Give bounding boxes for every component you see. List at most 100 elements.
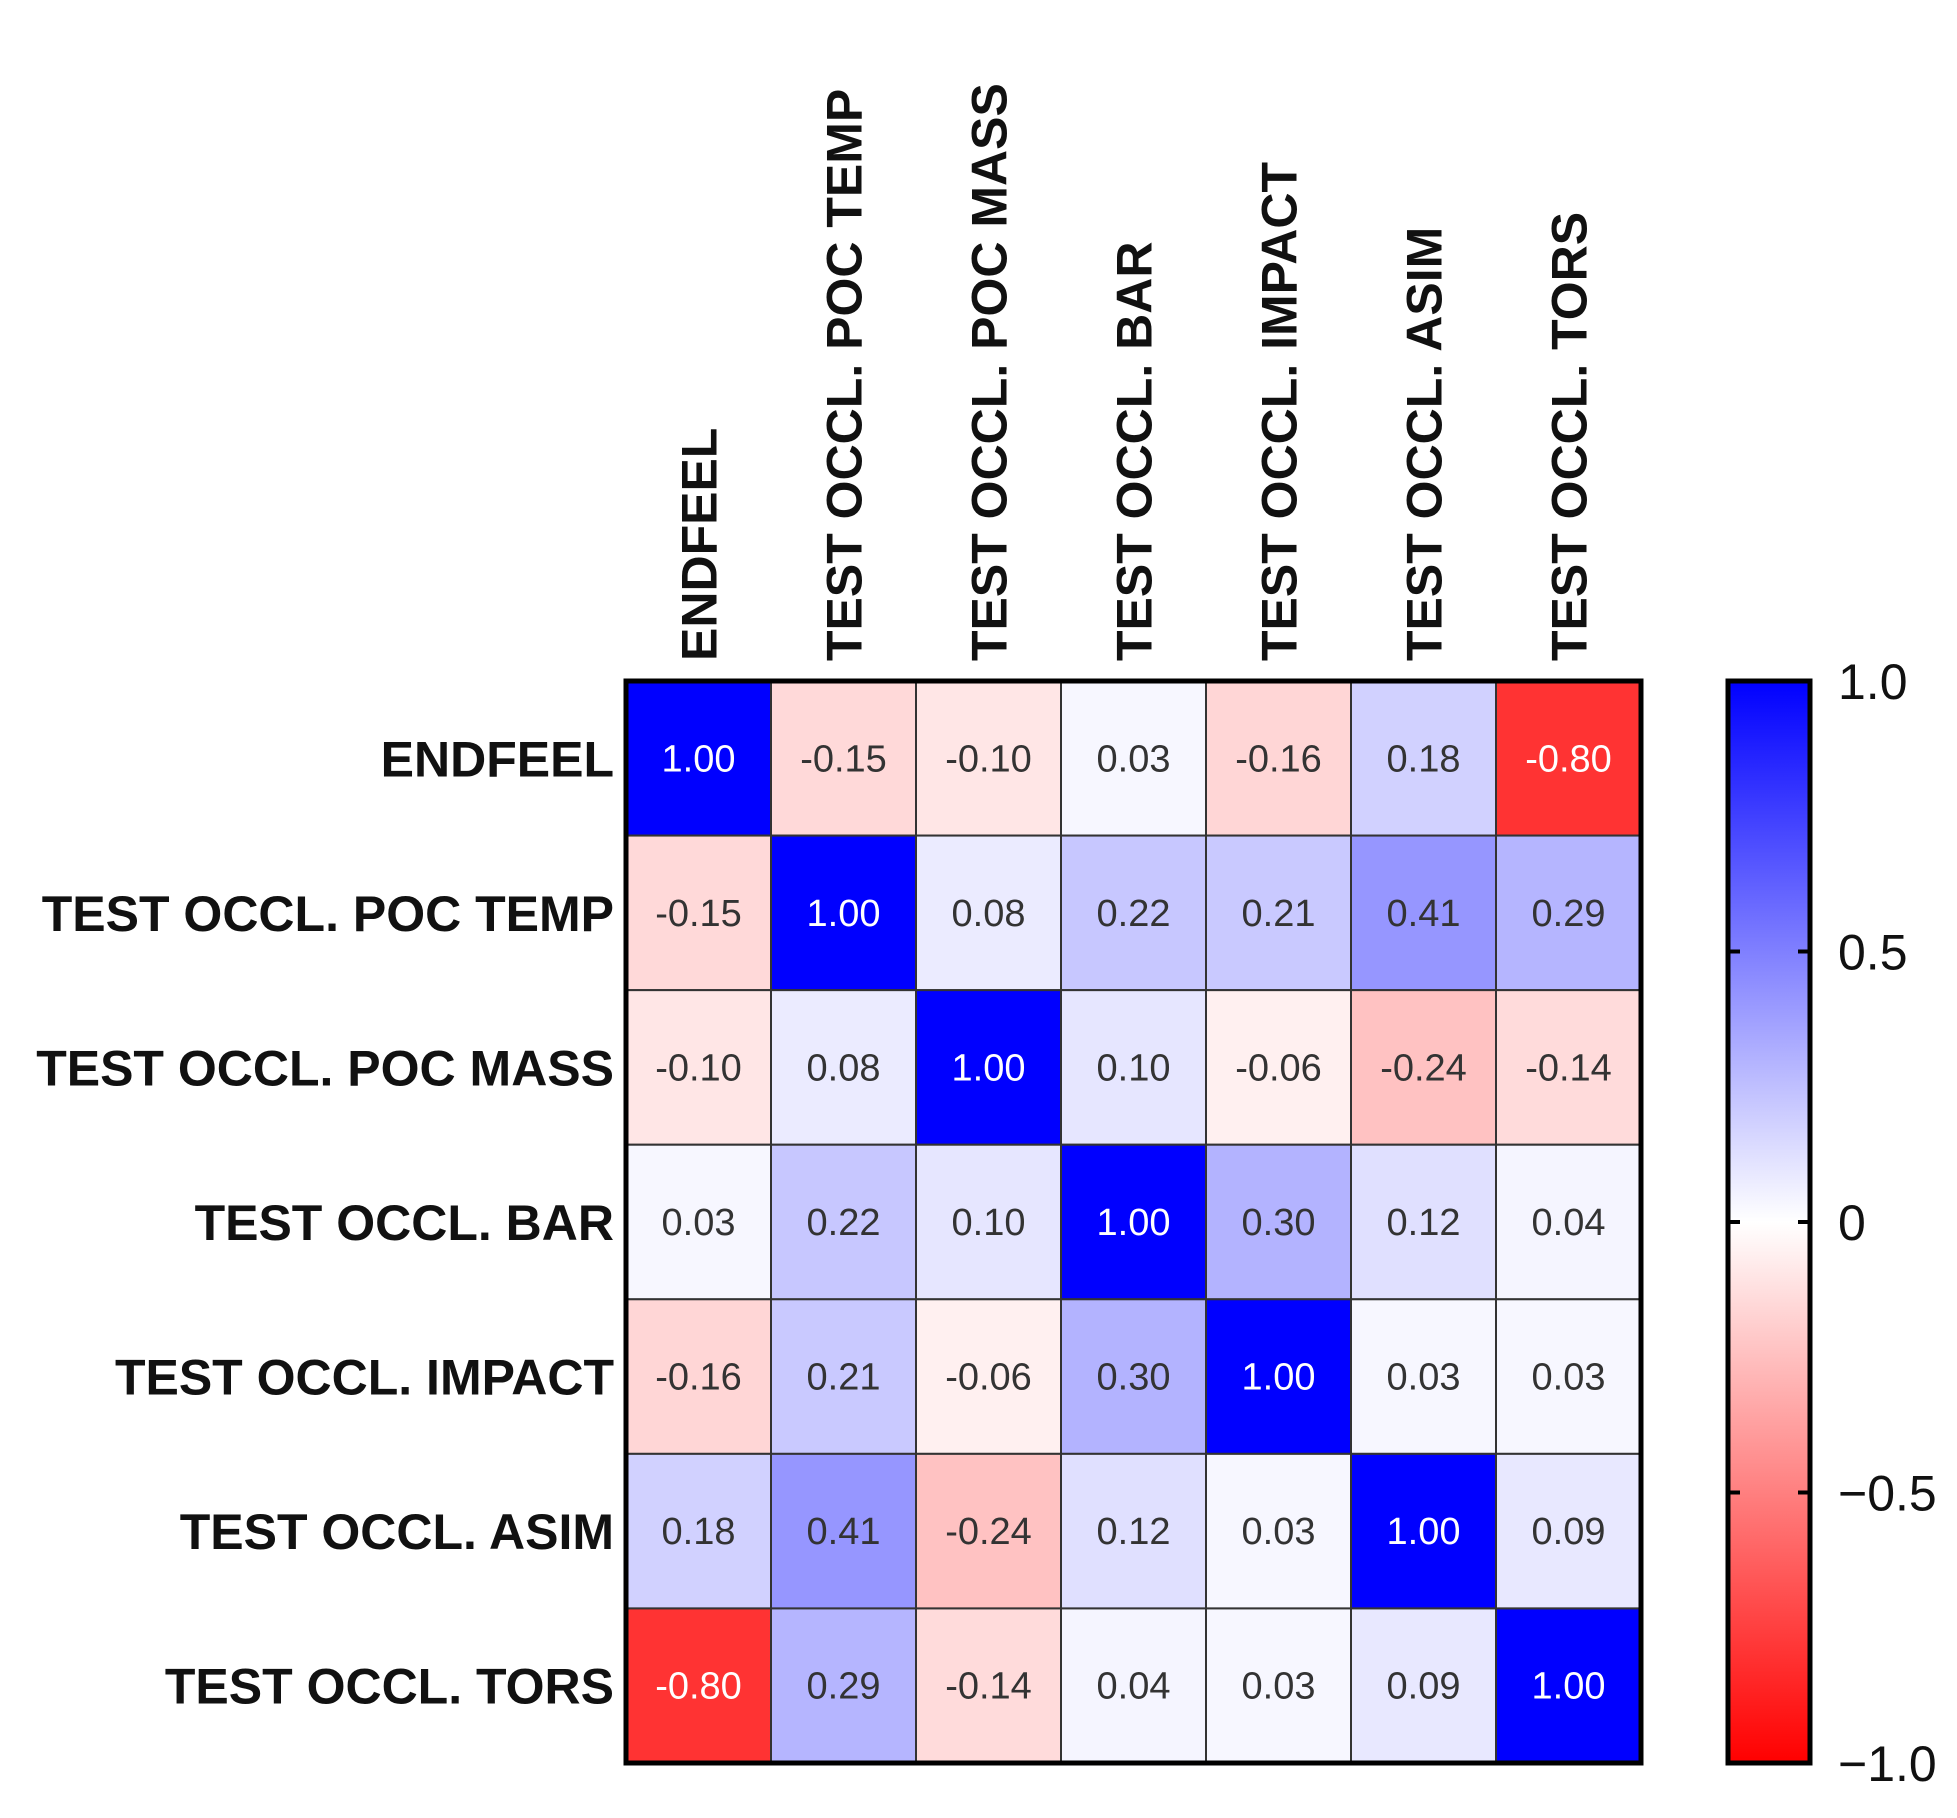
row-label: ENDFEEL xyxy=(381,731,614,787)
heatmap-cell xyxy=(625,1607,772,1765)
cell-value-label: -0.06 xyxy=(945,1357,1032,1399)
cell-value-label: 1.00 xyxy=(1242,1357,1316,1399)
cell-value-label: 1.00 xyxy=(662,738,736,780)
heatmap-cell xyxy=(1060,989,1207,1146)
heatmap-cell xyxy=(1060,1143,1207,1301)
column-label: TEST OCCL. ASIM xyxy=(1397,227,1453,661)
cell-value-label: -0.80 xyxy=(1525,738,1612,780)
cell-value-label: 0.30 xyxy=(1097,1357,1171,1399)
cell-value-label: 0.08 xyxy=(807,1047,881,1089)
heatmap-cell xyxy=(1205,989,1352,1146)
heatmap-cell xyxy=(770,989,917,1146)
cell-value-label: 0.03 xyxy=(1242,1511,1316,1553)
row-labels: ENDFEEL TEST OCCL. POC TEMP TEST OCCL. POC… xyxy=(36,731,614,1714)
cell-value-label: -0.14 xyxy=(1525,1047,1612,1089)
column-labels: ENDFEEL TEST OCCL. POC TEMP TEST OCCL. POC… xyxy=(672,83,1598,661)
cell-value-label: -0.10 xyxy=(655,1047,742,1089)
cell-value-label: 0.21 xyxy=(1242,893,1316,935)
heatmap-cell xyxy=(770,1143,917,1301)
row-label: TEST OCCL. BAR xyxy=(195,1195,614,1251)
cell-value-label: 0.29 xyxy=(1532,893,1606,935)
row-label: TEST OCCL. POC MASS xyxy=(36,1040,614,1096)
cell-value-label: 0.41 xyxy=(1387,893,1461,935)
cell-value-label: -0.10 xyxy=(945,738,1032,780)
cell-value-label: 0.41 xyxy=(807,1511,881,1553)
row-label: TEST OCCL. POC TEMP xyxy=(42,886,614,942)
cell-value-label: 1.00 xyxy=(1097,1202,1171,1244)
heatmap-cell xyxy=(1495,989,1642,1146)
cell-value-label: 0.03 xyxy=(1242,1666,1316,1708)
heatmap-cell xyxy=(1350,1607,1497,1765)
cell-value-label: 0.03 xyxy=(1097,738,1171,780)
colorbar-gradient xyxy=(1725,678,1813,1766)
column-label: TEST OCCL. TORS xyxy=(1542,212,1598,661)
row-label: TEST OCCL. IMPACT xyxy=(115,1350,614,1406)
colorbar-tick-label: 0 xyxy=(1838,1195,1866,1251)
heatmap-cell xyxy=(770,680,917,837)
cell-value-label: -0.16 xyxy=(655,1357,742,1399)
cell-value-label: 0.30 xyxy=(1242,1202,1316,1244)
heatmap-cell xyxy=(1060,1452,1207,1610)
colorbar-tick-label: −1.0 xyxy=(1838,1736,1937,1792)
cell-value-label: 0.03 xyxy=(1387,1357,1461,1399)
cell-value-label: 0.21 xyxy=(807,1357,881,1399)
heatmap-cell xyxy=(770,1452,917,1610)
heatmap-cell xyxy=(1495,1143,1642,1301)
cell-value-label: 0.04 xyxy=(1532,1202,1606,1244)
row-label: TEST OCCL. ASIM xyxy=(180,1504,614,1560)
cell-value-label: 0.18 xyxy=(662,1511,736,1553)
cell-value-label: 1.00 xyxy=(807,893,881,935)
heatmap-cell xyxy=(1205,1452,1352,1610)
cell-value-label: -0.24 xyxy=(945,1511,1032,1553)
cell-value-label: 0.09 xyxy=(1387,1666,1461,1708)
cell-value-label: 0.08 xyxy=(952,893,1026,935)
cell-value-label: -0.14 xyxy=(945,1666,1032,1708)
cell-value-label: 1.00 xyxy=(1387,1511,1461,1553)
cell-value-label: -0.24 xyxy=(1380,1047,1467,1089)
column-label: ENDFEEL xyxy=(672,428,728,661)
cell-value-label: 0.12 xyxy=(1387,1202,1461,1244)
heatmap-cell xyxy=(1350,1143,1497,1301)
heatmap-cell xyxy=(1495,1298,1642,1455)
heatmap-cell xyxy=(1350,834,1497,992)
colorbar-ticks: 1.0 0.5 0 −0.5 −1.0 xyxy=(1728,654,1937,1792)
column-label: TEST OCCL. BAR xyxy=(1107,242,1163,661)
cell-value-label: 0.22 xyxy=(807,1202,881,1244)
heatmap-cell xyxy=(1205,680,1352,837)
row-label: TEST OCCL. TORS xyxy=(165,1659,614,1715)
heatmap-cell xyxy=(915,989,1062,1146)
heatmap-cell xyxy=(1495,834,1642,992)
cell-value-label: 0.03 xyxy=(662,1202,736,1244)
cell-value-label: 0.29 xyxy=(807,1666,881,1708)
cell-value-label: 0.04 xyxy=(1097,1666,1171,1708)
colorbar-tick-label: 1.0 xyxy=(1838,654,1908,710)
heatmap-cell xyxy=(625,1298,772,1455)
heatmap-cell xyxy=(915,1607,1062,1765)
heatmap-cell xyxy=(1495,1452,1642,1610)
heatmap-cell xyxy=(1350,680,1497,837)
cell-value-label: 0.09 xyxy=(1532,1511,1606,1553)
cell-value-label: -0.80 xyxy=(655,1666,742,1708)
cell-value-label: -0.06 xyxy=(1235,1047,1322,1089)
cell-value-label: 0.10 xyxy=(952,1202,1026,1244)
cell-value-label: 0.03 xyxy=(1532,1357,1606,1399)
heatmap-cell xyxy=(1205,1607,1352,1765)
heatmap-cell xyxy=(625,1143,772,1301)
cell-value-label: 0.18 xyxy=(1387,738,1461,780)
heatmap-cell xyxy=(915,1452,1062,1610)
heatmap-cell xyxy=(915,834,1062,992)
heatmap-frame xyxy=(623,678,1644,1766)
heatmap-cell xyxy=(625,680,772,837)
heatmap-cell xyxy=(1495,1607,1642,1765)
heatmap-cell xyxy=(915,1298,1062,1455)
cell-value-label: 0.22 xyxy=(1097,893,1171,935)
column-label: TEST OCCL. IMPACT xyxy=(1252,162,1308,661)
heatmap-cell xyxy=(1060,680,1207,837)
cell-value-label: -0.15 xyxy=(800,738,887,780)
cell-value-label: 1.00 xyxy=(1532,1666,1606,1708)
cell-value-label: 0.12 xyxy=(1097,1511,1171,1553)
colorbar-tick-label: −0.5 xyxy=(1838,1466,1937,1522)
colorbar-tick-label: 0.5 xyxy=(1838,925,1908,981)
cell-value-label: -0.16 xyxy=(1235,738,1322,780)
